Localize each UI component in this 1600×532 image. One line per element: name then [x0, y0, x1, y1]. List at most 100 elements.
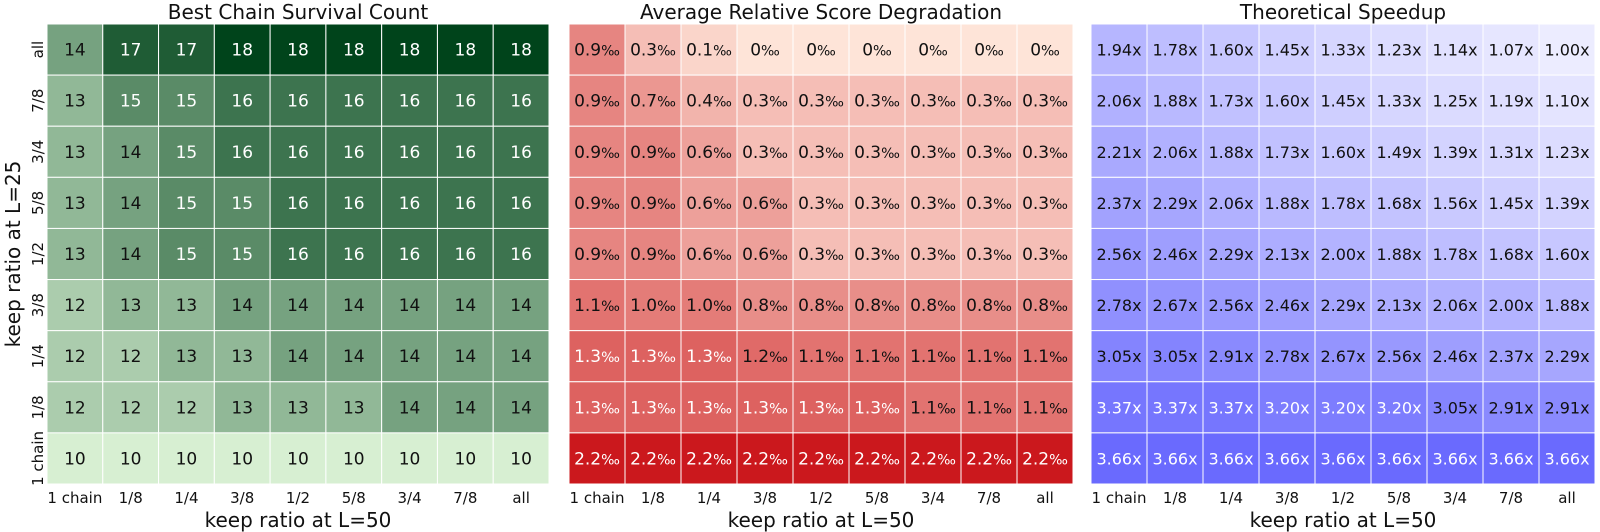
data-label: 18 — [399, 41, 421, 61]
heatmap-cell — [848, 227, 906, 281]
heatmap-cell — [568, 227, 626, 281]
data-label: 2.13x — [1264, 245, 1309, 264]
heatmap-cell — [1370, 330, 1428, 383]
data-label: 12 — [176, 398, 198, 418]
data-label: 1.1‰ — [798, 347, 844, 367]
data-label: 2.2‰ — [686, 449, 732, 469]
data-label: 1.1‰ — [854, 347, 900, 367]
heatmap-cell — [158, 432, 215, 485]
data-label: 2.67x — [1320, 347, 1365, 366]
x-tick-label: 3/4 — [397, 489, 421, 507]
heatmap-cell — [1482, 125, 1540, 178]
heatmap-cell — [269, 381, 327, 434]
data-label: 0.3‰ — [966, 194, 1012, 214]
heatmap-cell — [1538, 74, 1596, 127]
heatmap-cell — [213, 125, 271, 178]
data-label: 1.78x — [1320, 194, 1365, 213]
heatmap-cell — [269, 432, 327, 485]
data-label: 0‰ — [974, 41, 1004, 61]
heatmap-cell — [1370, 23, 1428, 76]
heatmap-cell — [158, 74, 215, 127]
heatmap-cell — [736, 330, 794, 383]
data-label: 2.06x — [1096, 92, 1141, 111]
data-label: 2.2‰ — [1022, 449, 1068, 469]
x-tick-label: 1 chain — [47, 489, 102, 507]
data-label: 15 — [231, 194, 253, 214]
data-label: 14 — [287, 347, 309, 367]
heatmap-cell — [736, 125, 794, 178]
heatmap-cell — [736, 176, 794, 229]
x-tick-label: 1/2 — [809, 489, 833, 507]
heatmap-cell — [680, 125, 738, 178]
heatmap-cell — [680, 432, 738, 485]
heatmap-cell — [1370, 279, 1428, 332]
heatmap-cell — [960, 432, 1018, 485]
x-tick-label: 1 chain — [1092, 489, 1147, 507]
data-label: 14 — [455, 347, 477, 367]
data-label: 13 — [64, 92, 86, 112]
heatmap-cell — [1146, 381, 1204, 434]
data-label: 1.88x — [1264, 194, 1309, 213]
heatmap-cell — [736, 381, 794, 434]
x-tick-label: 3/4 — [921, 489, 945, 507]
data-label: 0.3‰ — [966, 143, 1012, 163]
data-label: 1.1‰ — [910, 347, 956, 367]
heatmap-cell — [213, 176, 271, 229]
x-tick-label: 1/8 — [1163, 489, 1187, 507]
heatmap-cell — [1146, 23, 1204, 76]
data-label: 12 — [64, 347, 86, 367]
data-label: 0.6‰ — [686, 143, 732, 163]
data-label: 1.60x — [1264, 92, 1309, 111]
data-label: 14 — [510, 398, 532, 418]
data-label: 18 — [455, 41, 477, 61]
data-label: 2.2‰ — [798, 449, 844, 469]
heatmap-cell — [1258, 381, 1316, 434]
heatmap-cell — [904, 432, 962, 485]
data-label: 0.3‰ — [966, 245, 1012, 265]
heatmap-cell — [568, 432, 626, 485]
data-label: 0.6‰ — [742, 194, 788, 214]
chart-title: Best Chain Survival Count — [168, 0, 429, 24]
data-label: 16 — [399, 143, 421, 163]
heatmap-cell — [381, 432, 438, 485]
data-label: 0.9‰ — [574, 41, 620, 61]
heatmap-cell — [102, 23, 160, 76]
y-tick-label: 1/2 — [29, 242, 47, 266]
data-label: 16 — [287, 92, 309, 112]
x-tick-label: 3/8 — [1275, 489, 1299, 507]
data-label: 1.1‰ — [910, 398, 956, 418]
data-label: 0.3‰ — [742, 143, 788, 163]
data-label: 0.7‰ — [630, 92, 676, 112]
data-label: 1.60x — [1544, 245, 1589, 264]
x-tick-label: 1 chain — [570, 489, 625, 507]
heatmap-cell — [1016, 330, 1074, 383]
data-label: 16 — [343, 194, 365, 214]
data-label: 0.9‰ — [630, 194, 676, 214]
heatmap-cell — [1258, 227, 1316, 281]
heatmap-cell — [624, 176, 682, 229]
data-label: 13 — [120, 296, 142, 316]
data-label: 2.2‰ — [630, 449, 676, 469]
heatmap-cell — [904, 176, 962, 229]
data-label: 2.29x — [1544, 347, 1589, 366]
data-label: 1.3‰ — [630, 398, 676, 418]
heatmap-cell — [1258, 23, 1316, 76]
heatmap-cell — [1258, 176, 1316, 229]
heatmap-cell — [1258, 74, 1316, 127]
data-label: 1.31x — [1488, 143, 1533, 162]
heatmap-cell — [46, 432, 104, 485]
data-label: 1.56x — [1432, 194, 1477, 213]
data-label: 0‰ — [1030, 41, 1060, 61]
data-label: 0.3‰ — [854, 143, 900, 163]
data-label: 1.3‰ — [742, 398, 788, 418]
heatmap-cell — [904, 74, 962, 127]
data-label: 2.56x — [1096, 245, 1141, 264]
data-label: 2.56x — [1208, 296, 1253, 315]
heatmap-cell — [1016, 279, 1074, 332]
data-label: 2.91x — [1488, 398, 1533, 417]
data-label: 15 — [176, 194, 198, 214]
data-label: 10 — [120, 449, 142, 469]
heatmap-cell — [624, 279, 682, 332]
data-label: 10 — [343, 449, 365, 469]
data-label: 15 — [176, 143, 198, 163]
